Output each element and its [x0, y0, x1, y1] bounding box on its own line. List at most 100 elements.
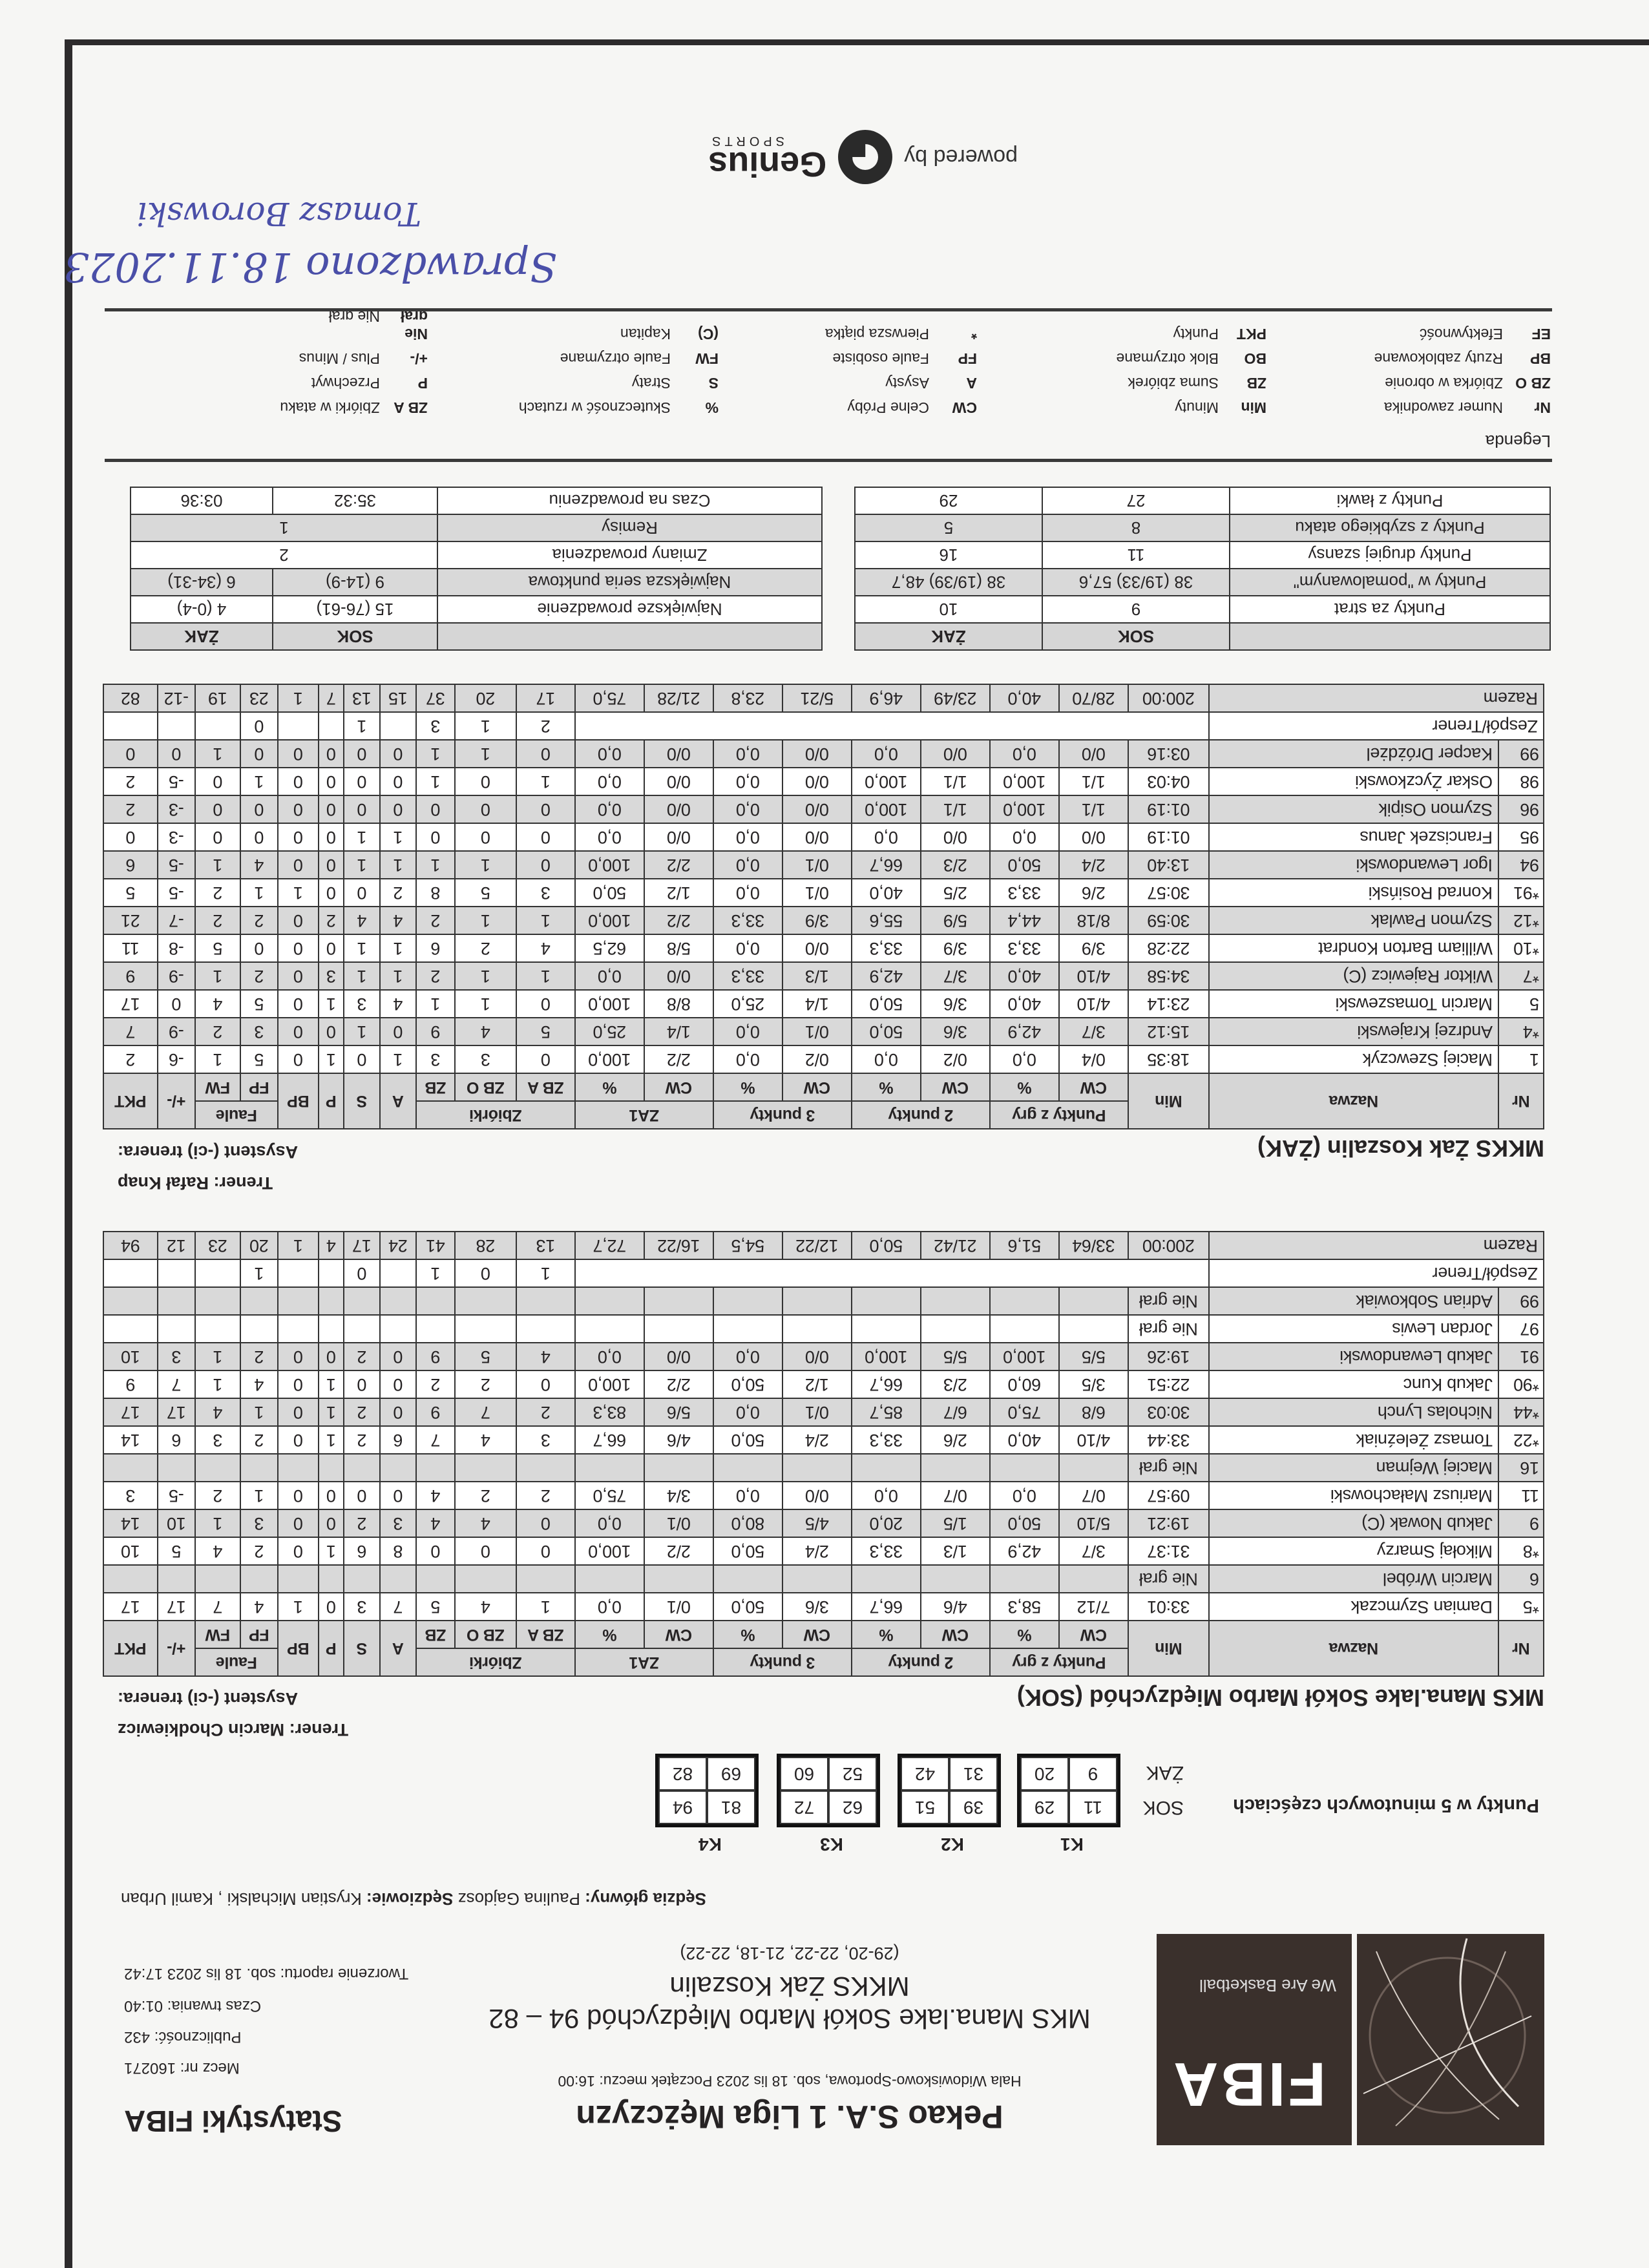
column-header: 3 punkty [713, 1101, 852, 1129]
stat-two-pt: 2/5 [920, 879, 990, 907]
stat-steals: 0 [318, 851, 344, 879]
stat-three-pt: 0/0 [782, 934, 852, 962]
stat-fg-pct: 42,9 [989, 1537, 1059, 1565]
genius-logo-icon [838, 130, 893, 184]
totals-row: Razem 200:00 33/64 51,6 21/42 50,0 12/22 54,5 16… [103, 1232, 1544, 1259]
stat-plus-minus: -5 [157, 1482, 195, 1509]
stat-two-pt: 2/3 [920, 1370, 990, 1398]
stat-off-reb: 4 [516, 1343, 575, 1370]
player-name: Jakub Nowak (C) [1209, 1509, 1498, 1537]
total-total-reb: 37 [415, 684, 455, 712]
stat-minutes: 22:51 [1128, 1370, 1209, 1398]
stat-fouls: 1 [240, 1482, 278, 1509]
stat-fouls-drawn: 1 [194, 962, 240, 990]
stat-def-reb: 0 [454, 795, 516, 823]
stat-minutes: 22:28 [1128, 934, 1209, 962]
scan-edge [65, 39, 1649, 45]
stat-three-pt-pct: 50,0 [713, 1593, 782, 1621]
totals-label: Razem [1209, 1232, 1544, 1259]
period-label: K2 [941, 1834, 964, 1854]
coach-name: Marcin Chodkiewicz [118, 1720, 285, 1739]
team-stat-blocks [277, 1259, 319, 1287]
stat-three-pt-pct: 0,0 [713, 934, 782, 962]
player-name: Maciej Szewczyk [1209, 1045, 1498, 1073]
team-stat-row: Remisy 1 [131, 514, 822, 541]
stat-plus-minus: 17 [157, 1593, 195, 1621]
stat-two-pt-pct: 33,3 [851, 934, 921, 962]
stat-two-pt: 1/1 [920, 768, 990, 795]
player-row: *12 Szymon Pawlak 30:59 8/18 44,4 5/9 55,6 3/9 3… [103, 907, 1544, 934]
empty-cell [851, 1565, 921, 1593]
stat-off-reb: 0 [516, 1537, 575, 1565]
did-not-play: Nie grał [1128, 1315, 1209, 1343]
legend-abbr: Min [1241, 399, 1266, 416]
stat-assists: 7 [379, 1593, 416, 1621]
stat-three-pt: 0/0 [782, 740, 852, 768]
stat-fouls-drawn: 3 [194, 1426, 240, 1454]
stat-minutes: 33:01 [1128, 1593, 1209, 1621]
stat-three-pt-pct: 0,0 [713, 795, 782, 823]
five-min-score: 60 [780, 1757, 828, 1790]
stat-turnovers: 3 [343, 990, 380, 1018]
total-points: 94 [103, 1232, 158, 1259]
player-row: *44 Nicholas Lynch 30:03 6/8 75,0 6/7 85,7 0/1 0… [103, 1398, 1544, 1426]
legend-item: Nie grałNie grał [329, 308, 428, 342]
total-fouls: 20 [240, 1232, 278, 1259]
stat-blocks: 0 [277, 962, 319, 990]
player-name: Szymon Pawlak [1209, 907, 1498, 934]
empty-cell [343, 1315, 380, 1343]
column-header: FW [194, 1073, 240, 1101]
empty-cell [782, 1454, 852, 1482]
legend-item: (C) Kapitan [620, 325, 719, 342]
team-stat-label: Punkty z szybkiego ataku [1230, 514, 1550, 541]
duration: Czas trwania: 01:40 [124, 1997, 262, 2015]
team-stat-points [103, 712, 158, 740]
team-stat-def-reb: 1 [454, 712, 516, 740]
stat-two-pt: 5/5 [920, 1343, 990, 1370]
player-row: 99 Kacper Dróżdżel 03:16 0/0 0,0 0/0 0,0 0/0 0,0… [103, 740, 1544, 768]
legend-desc: Przechwyt [311, 375, 380, 392]
stat-three-pt: 0/1 [782, 879, 852, 907]
legend-desc: Zbiórki w ataku [280, 399, 380, 416]
stat-plus-minus: 17 [157, 1398, 195, 1426]
player-name: Oskar Życzkowski [1209, 768, 1498, 795]
empty-cell [713, 1287, 782, 1315]
stat-fouls: 1 [240, 1398, 278, 1426]
stat-points: 9 [103, 1370, 158, 1398]
stat-steals: 0 [318, 768, 344, 795]
total-blocks: 1 [277, 684, 319, 712]
stat-fg-made-attempted: 3/7 [1059, 1537, 1128, 1565]
stat-two-pt-pct: 100,0 [851, 1343, 921, 1370]
column-header: Min [1128, 1073, 1209, 1129]
stat-fg-pct: 0,0 [989, 1045, 1059, 1073]
legend-desc: Efektywność [1419, 326, 1503, 342]
player-number: 5 [1498, 990, 1544, 1018]
stat-points: 17 [103, 990, 158, 1018]
legend-abbr: ZB O [1515, 375, 1551, 392]
team-stat-value: 10 [855, 596, 1042, 623]
total-three-pt-pct: 54,5 [713, 1232, 782, 1259]
total-three-pt: 5/21 [782, 684, 852, 712]
stat-three-pt: 3/6 [782, 1593, 852, 1621]
stat-steals: 0 [318, 934, 344, 962]
coach: Trener: Marcin Chodkiewicz [118, 1719, 615, 1739]
stat-three-pt: 1/2 [782, 1370, 852, 1398]
stat-three-pt-pct: 0,0 [713, 1018, 782, 1045]
total-three-pt: 12/22 [782, 1232, 852, 1259]
stat-off-reb: 2 [516, 1398, 575, 1426]
player-row: *10 William Barton Kondrat 22:28 3/9 33,3 3/9… [103, 934, 1544, 962]
stat-assists: 6 [379, 1426, 416, 1454]
fiba-tagline: We Are Basketball [1199, 1976, 1336, 1995]
total-fg-pct: 51,6 [989, 1232, 1059, 1259]
empty-cell [516, 1315, 575, 1343]
stat-turnovers: 1 [343, 851, 380, 879]
five-min-score: 72 [780, 1790, 828, 1824]
stat-steals: 1 [318, 990, 344, 1018]
stat-fg-pct: 33,3 [989, 934, 1059, 962]
stat-three-pt-pct: 0,0 [713, 1045, 782, 1073]
empty-cell [437, 623, 822, 650]
stat-blocks: 0 [277, 1343, 319, 1370]
empty-cell [277, 1287, 319, 1315]
team-stat-total-reb: 1 [415, 1259, 455, 1287]
empty-cell [343, 1565, 380, 1593]
